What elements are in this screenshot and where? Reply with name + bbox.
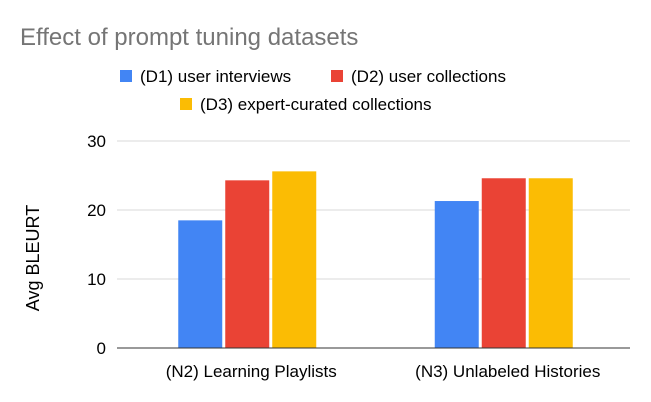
x-tick-label: (N2) Learning Playlists (166, 362, 337, 381)
legend-label: (D2) user collections (351, 67, 506, 86)
legend: (D1) user interviews (D2) user collection… (120, 67, 506, 114)
y-axis-ticks: 0 10 20 30 (87, 132, 106, 358)
legend-swatch (331, 70, 343, 82)
bar (528, 178, 573, 348)
y-tick-label: 20 (87, 201, 106, 220)
bars (117, 171, 630, 349)
y-tick-label: 30 (87, 132, 106, 151)
bar (225, 180, 270, 348)
y-tick-label: 0 (97, 339, 106, 358)
bar (434, 201, 479, 348)
y-axis-label: Avg BLEURT (23, 205, 43, 311)
x-axis-ticks: (N2) Learning Playlists (N3) Unlabeled Hi… (166, 362, 601, 381)
legend-swatch (180, 98, 192, 110)
bar (272, 171, 317, 348)
bar (178, 220, 223, 348)
chart-title: Effect of prompt tuning datasets (20, 24, 358, 51)
legend-swatch (120, 70, 132, 82)
legend-label: (D1) user interviews (140, 67, 291, 86)
bar (481, 178, 526, 348)
legend-label: (D3) expert-curated collections (200, 95, 431, 114)
y-tick-label: 10 (87, 270, 106, 289)
x-tick-label: (N3) Unlabeled Histories (415, 362, 600, 381)
